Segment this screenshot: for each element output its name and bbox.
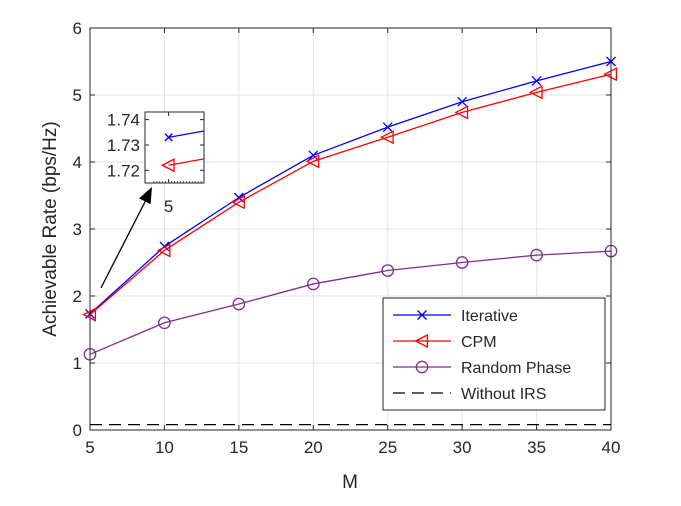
data-point-cpm bbox=[156, 243, 171, 258]
x-tick-label: 15 bbox=[229, 438, 248, 457]
series-layer bbox=[82, 56, 618, 426]
legend: Iterative CPM Random Phase Without IRS bbox=[382, 297, 606, 411]
inset-line-iterative bbox=[168, 130, 205, 138]
data-point-cpm bbox=[305, 154, 320, 169]
data-point-cpm bbox=[528, 85, 543, 100]
legend-marker-iterative bbox=[417, 310, 427, 320]
legend-label-cpm: CPM bbox=[461, 334, 497, 351]
x-tick-label: 30 bbox=[453, 438, 472, 457]
y-tick-label: 6 bbox=[73, 19, 82, 38]
data-point-cpm bbox=[379, 130, 394, 145]
inset-box bbox=[144, 111, 205, 184]
x-tick-label: 35 bbox=[527, 438, 546, 457]
x-tick-label: 5 bbox=[85, 438, 94, 457]
x-axis-label: M bbox=[342, 472, 358, 493]
legend-marker-random-phase bbox=[415, 360, 429, 374]
zoom-arrow bbox=[100, 187, 152, 289]
data-point-random-phase bbox=[232, 297, 246, 311]
series-line-random-phase bbox=[89, 250, 612, 355]
y-tick-label: 1 bbox=[73, 354, 82, 373]
legend-label-random-phase: Random Phase bbox=[461, 360, 571, 377]
inset-y-tick-label: 1.73 bbox=[107, 136, 140, 155]
data-point-iterative bbox=[457, 96, 468, 107]
x-tick-label: 10 bbox=[155, 438, 174, 457]
data-point-cpm bbox=[231, 195, 245, 210]
inset-y-tick-label: 1.74 bbox=[107, 111, 140, 130]
marker-stroke bbox=[531, 75, 542, 86]
series-line-iterative bbox=[89, 60, 612, 315]
inset-point-cpm bbox=[160, 158, 175, 173]
x-tick-label: 40 bbox=[602, 438, 621, 457]
series-line-cpm bbox=[89, 73, 612, 316]
data-point-iterative bbox=[531, 75, 542, 86]
y-tick-label: 2 bbox=[73, 287, 82, 306]
data-point-random-phase bbox=[530, 248, 543, 262]
data-point-random-phase bbox=[455, 256, 469, 269]
marker-stroke bbox=[417, 310, 427, 320]
data-point-random-phase bbox=[306, 277, 320, 291]
x-tick-label: 20 bbox=[304, 438, 323, 457]
legend-label-without-irs: Without IRS bbox=[461, 386, 546, 403]
inset-point-iterative bbox=[164, 133, 173, 142]
y-tick-label: 3 bbox=[73, 220, 82, 239]
zoom-inset: 1.74 1.73 1.72 5 bbox=[107, 111, 205, 216]
x-tick-label: 25 bbox=[378, 438, 397, 457]
data-point-random-phase bbox=[158, 316, 171, 330]
marker-stroke bbox=[382, 122, 393, 133]
y-tick-label: 4 bbox=[73, 153, 82, 172]
y-tick-label: 5 bbox=[73, 86, 82, 105]
y-axis-label: Achievable Rate (bps/Hz) bbox=[40, 121, 61, 336]
ticks: 5 10 15 20 25 30 35 40 0 1 2 3 4 5 6 bbox=[73, 19, 621, 457]
y-tick-label: 0 bbox=[73, 421, 82, 440]
inset-x-tick-label: 5 bbox=[164, 197, 173, 216]
data-point-random-phase bbox=[381, 264, 395, 277]
legend-label-iterative: Iterative bbox=[461, 308, 518, 325]
data-point-cpm bbox=[454, 105, 469, 120]
arrow-shaft bbox=[100, 195, 149, 289]
data-point-iterative bbox=[308, 150, 319, 161]
marker-stroke bbox=[457, 96, 468, 107]
arrow-head bbox=[138, 187, 152, 205]
marker-stroke bbox=[164, 133, 173, 142]
legend-marker-cpm bbox=[414, 333, 429, 349]
marker-stroke bbox=[308, 150, 319, 161]
data-point-iterative bbox=[382, 122, 393, 133]
inset-y-tick-label: 1.72 bbox=[107, 161, 140, 180]
